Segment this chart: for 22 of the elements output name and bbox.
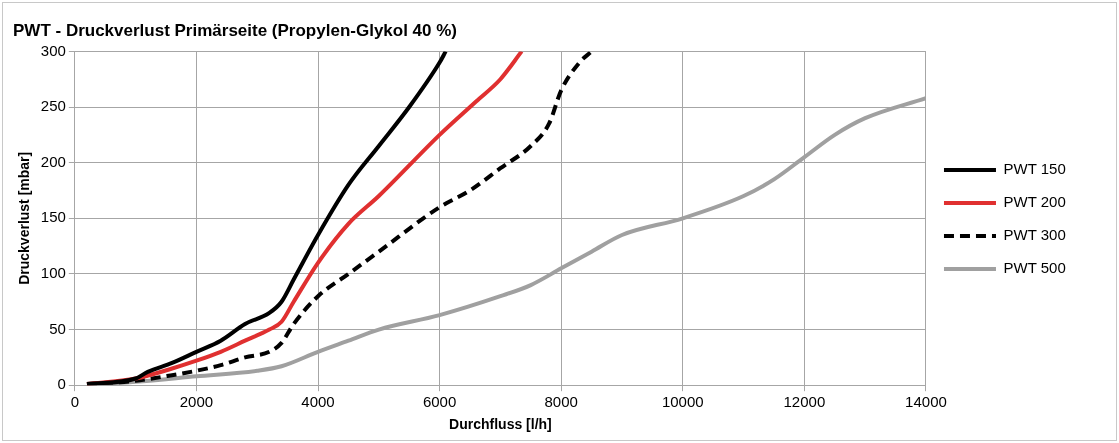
y-tick-label: 150 <box>40 208 66 226</box>
x-tick-label: 14000 <box>905 393 947 411</box>
chart-title: PWT - Druckverlust Primärseite (Propylen-Glykol 40 %) <box>13 20 458 40</box>
x-tick-label: 6000 <box>422 393 457 411</box>
x-tick-label: 0 <box>70 393 79 411</box>
legend-label: PWT 150 <box>1003 160 1066 178</box>
x-tick-label: 10000 <box>661 393 704 411</box>
x-tick-label: 4000 <box>301 393 335 411</box>
legend-label: PWT 300 <box>1003 226 1066 244</box>
x-tick-label: 2000 <box>179 393 214 411</box>
x-tick-label: 12000 <box>783 393 826 411</box>
legend-label: PWT 500 <box>1003 259 1066 277</box>
y-tick-label: 50 <box>49 319 66 337</box>
y-tick-label: 300 <box>40 41 66 59</box>
y-tick-label: 100 <box>40 264 66 282</box>
x-axis-title: Durchfluss [l/h] <box>449 416 552 433</box>
legend-label: PWT 200 <box>1003 193 1066 211</box>
x-tick-label: 8000 <box>544 393 578 411</box>
y-tick-label: 0 <box>57 375 66 393</box>
y-axis-title: Druckverlust [mbar] <box>16 151 33 285</box>
y-tick-label: 200 <box>40 152 66 170</box>
y-tick-label: 250 <box>40 97 66 115</box>
